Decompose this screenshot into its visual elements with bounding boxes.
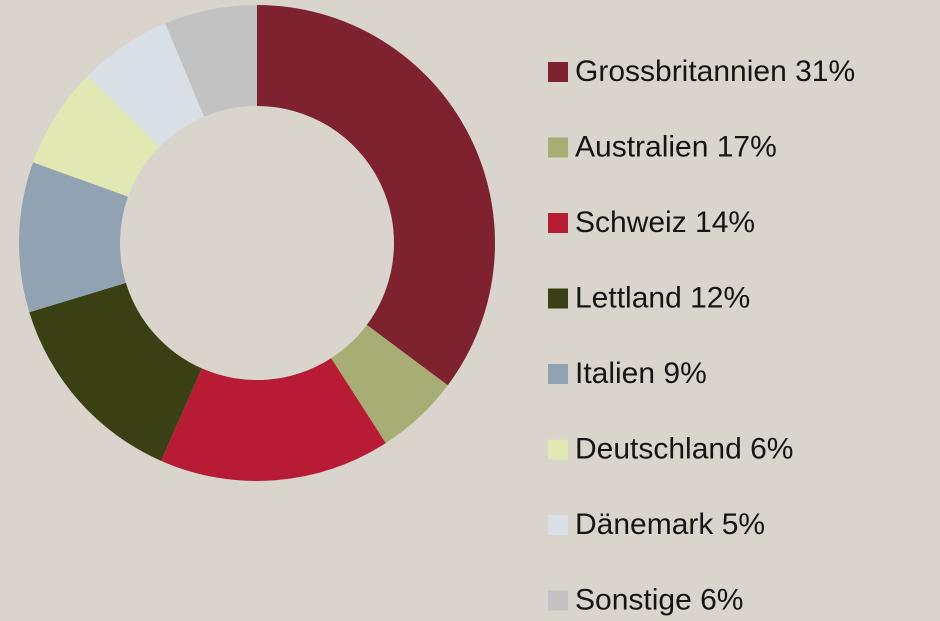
legend-label: Dänemark 5% <box>575 508 765 541</box>
legend-swatch <box>548 62 568 82</box>
legend-swatch <box>548 213 568 233</box>
legend-label: Deutschland 6% <box>575 432 793 465</box>
legend-swatch <box>548 288 568 309</box>
legend-label: Schweiz 14% <box>575 206 755 239</box>
donut-slice <box>165 5 257 117</box>
legend-label: Italien 9% <box>575 357 707 390</box>
donut-slice <box>87 23 205 147</box>
legend-swatch <box>548 364 568 384</box>
donut-slice <box>33 75 160 197</box>
legend-label: Lettland 12% <box>575 281 750 314</box>
donut-slice <box>331 324 448 444</box>
legend-label: Grossbritannien 31% <box>575 55 855 88</box>
legend-label: Australien 17% <box>575 130 777 163</box>
legend-label: Sonstige 6% <box>575 583 743 616</box>
donut-slice <box>18 162 129 313</box>
legend-swatch <box>548 515 568 535</box>
donut-slice <box>161 358 386 482</box>
donut-slice <box>257 5 496 386</box>
legend-swatch <box>548 439 568 460</box>
legend-swatch <box>548 137 568 158</box>
legend-swatch <box>548 590 568 611</box>
donut-slice <box>29 282 202 461</box>
